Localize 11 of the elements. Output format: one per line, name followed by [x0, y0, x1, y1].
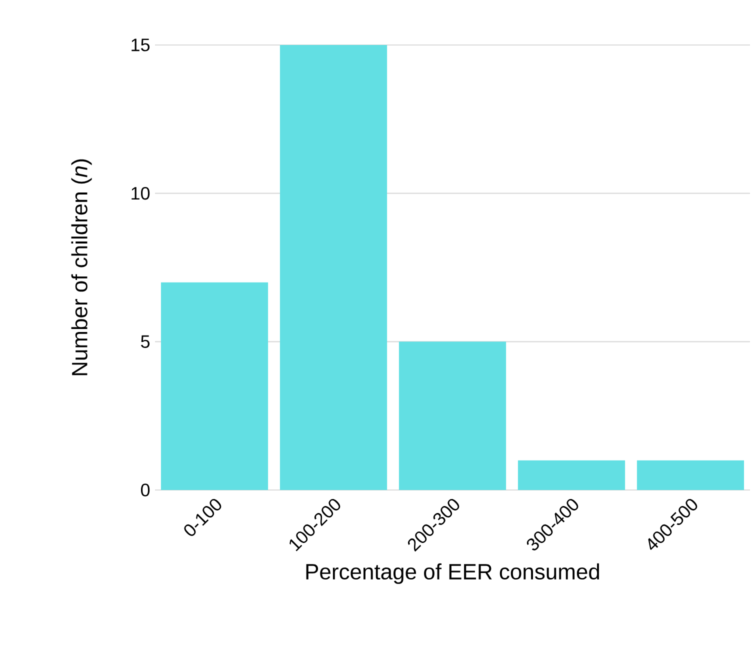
y-tick-label: 5	[140, 335, 150, 348]
y-tick-label: 0	[140, 484, 150, 496]
y-axis-title: Number of children (n)	[71, 159, 92, 376]
y-tick-label: 15	[132, 38, 150, 52]
bar	[280, 44, 388, 490]
bar	[636, 460, 744, 490]
bar	[160, 282, 268, 490]
y-tick-label: 10	[132, 186, 150, 200]
bar	[518, 460, 626, 490]
bar	[398, 342, 506, 490]
x-axis-title: Percentage of EER consumed	[306, 563, 600, 584]
